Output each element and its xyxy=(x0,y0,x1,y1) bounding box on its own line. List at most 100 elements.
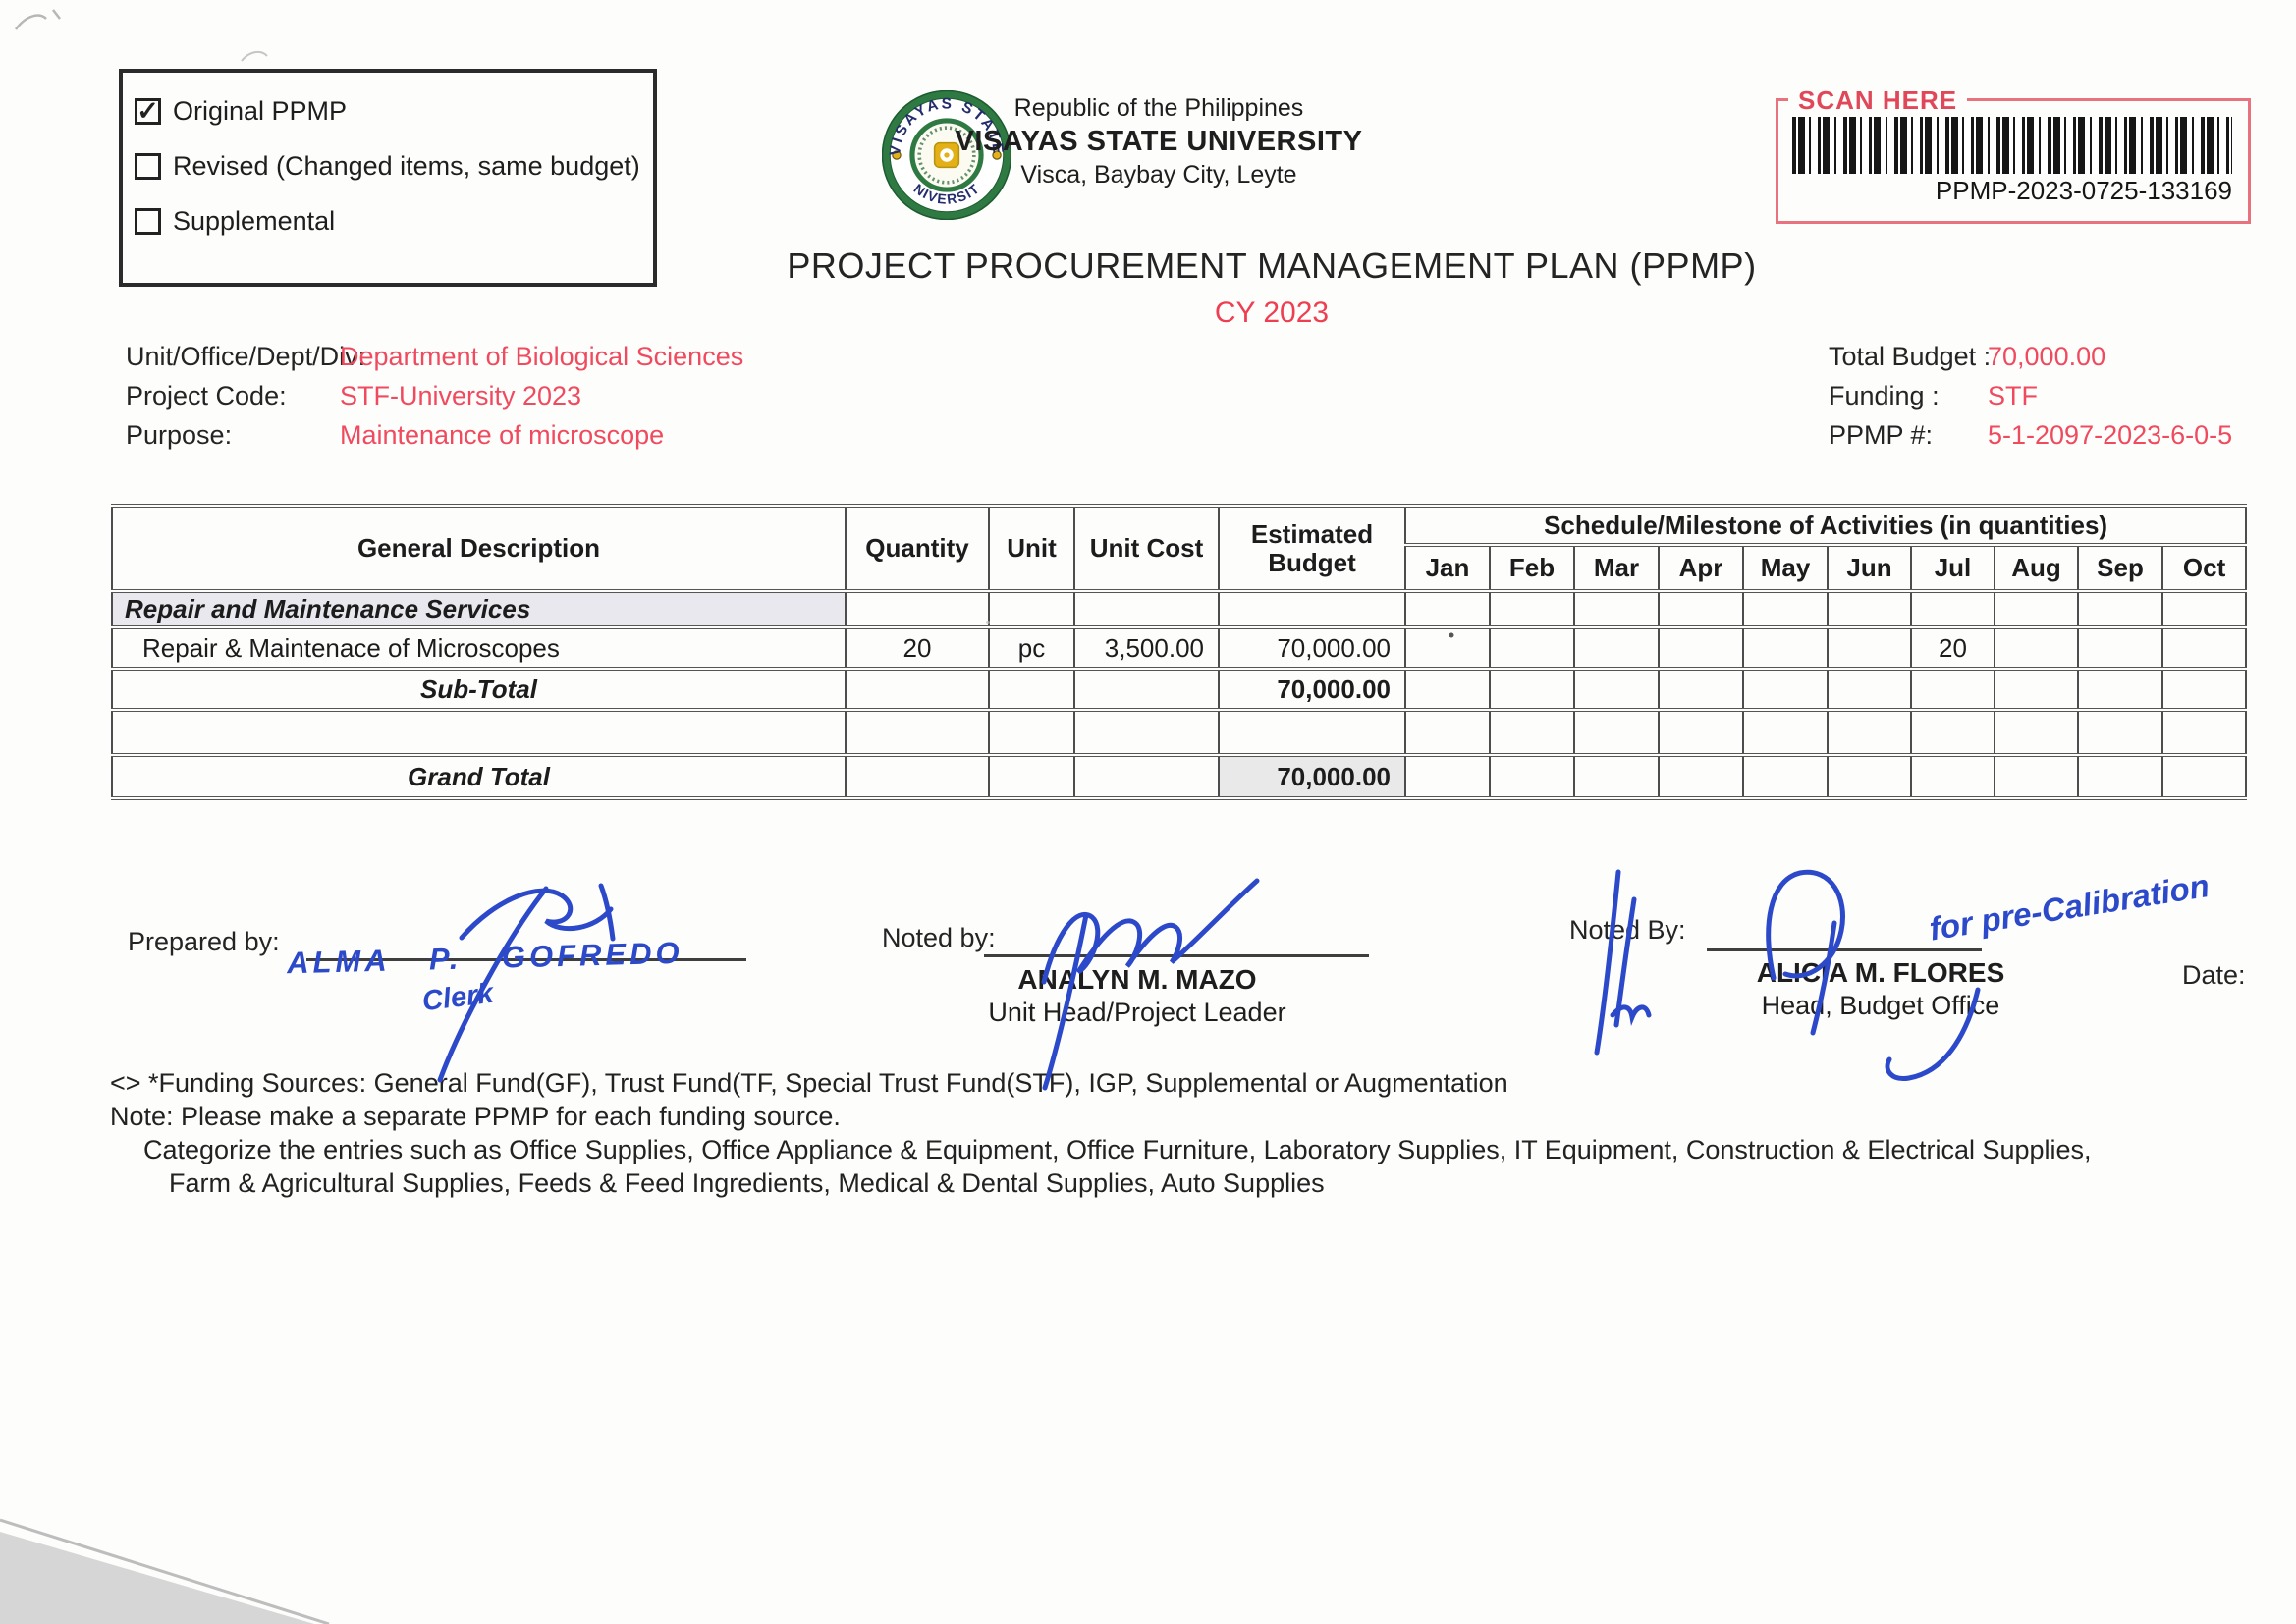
month-cell xyxy=(2160,708,2248,757)
month-cell xyxy=(2077,753,2163,800)
document-title: PROJECT PROCUREMENT MANAGEMENT PLAN (PPM… xyxy=(787,245,1757,286)
month-cell xyxy=(1573,708,1660,757)
empty-cell xyxy=(1218,589,1406,629)
grand-total-row: Grand Total 70,000.00 xyxy=(111,753,2248,800)
unit-office-row: Unit/Office/Dept/Div: Department of Biol… xyxy=(126,342,743,372)
month-header-may: May xyxy=(1742,543,1829,593)
month-cell xyxy=(1827,667,1912,712)
ppmp-number-value: 5-1-2097-2023-6-0-5 xyxy=(1988,420,2233,450)
month-cell-feb xyxy=(1489,625,1575,671)
budget-head-title: Head, Budget Office xyxy=(1761,991,2000,1020)
scan-here-label: SCAN HERE xyxy=(1788,85,1968,116)
ppmp-type-panel: ✓ Original PPMP Revised (Changed items, … xyxy=(119,69,657,287)
grand-total-amount: 70,000.00 xyxy=(1218,753,1406,800)
month-cell xyxy=(1994,708,2079,757)
col-header-general-description: General Description xyxy=(111,504,847,593)
month-cell xyxy=(1658,667,1744,712)
month-cell xyxy=(2160,667,2248,712)
empty-cell xyxy=(845,589,990,629)
item-estimated-budget: 70,000.00 xyxy=(1218,625,1406,671)
unit-office-value: Department of Biological Sciences xyxy=(340,342,744,371)
month-header-oct: Oct xyxy=(2160,543,2248,593)
ppmp-number-label: PPMP #: xyxy=(1829,420,1934,450)
item-row: Repair & Maintenace of Microscopes 20 pc… xyxy=(111,625,2248,671)
category-description: Repair and Maintenance Services xyxy=(111,589,847,629)
purpose-label: Purpose: xyxy=(126,420,233,450)
noted-by-budget-signature-line xyxy=(1707,948,1982,951)
budget-head-name: ALICIA M. FLORES xyxy=(1756,957,2005,988)
revised-ppmp-checkbox[interactable] xyxy=(135,152,161,180)
seal-right-ornament xyxy=(992,150,1002,160)
empty-cell xyxy=(1073,667,1220,712)
month-header-feb: Feb xyxy=(1489,543,1575,593)
total-budget-label: Total Budget : xyxy=(1829,342,1992,371)
barcode-image xyxy=(1792,117,2232,174)
empty-cell xyxy=(1073,753,1220,800)
subtotal-amount: 70,000.00 xyxy=(1218,667,1406,712)
month-cell xyxy=(2077,589,2163,629)
month-cell-jul: 20 xyxy=(1910,625,1995,671)
empty-cell xyxy=(111,708,847,757)
month-cell xyxy=(1489,753,1575,800)
noted-by-budget-label: Noted By: xyxy=(1569,915,1686,945)
month-cell xyxy=(1489,589,1575,629)
title-block: PROJECT PROCUREMENT MANAGEMENT PLAN (PPM… xyxy=(658,245,1886,330)
supplemental-checkbox[interactable] xyxy=(135,207,161,235)
month-cell xyxy=(1404,708,1491,757)
ppmp-type-row-revised: Revised (Changed items, same budget) xyxy=(135,149,640,183)
month-cell-jun xyxy=(1827,625,1912,671)
month-cell xyxy=(1910,753,1995,800)
month-cell xyxy=(2077,667,2163,712)
checkmark-icon: ✓ xyxy=(137,95,159,126)
empty-cell xyxy=(1073,708,1220,757)
procurement-table: General Description Quantity Unit Unit C… xyxy=(111,504,2248,800)
republic-line: Republic of the Philippines xyxy=(1013,94,1304,122)
empty-cell xyxy=(988,708,1075,757)
grand-total-label: Grand Total xyxy=(111,753,847,800)
month-cell-sep xyxy=(2077,625,2163,671)
month-cell xyxy=(1994,753,2079,800)
scan-box: SCAN HERE PPMP-2023-0725-133169 xyxy=(1776,85,2251,224)
month-header-sep: Sep xyxy=(2077,543,2163,593)
month-header-jul: Jul xyxy=(1910,543,1995,593)
month-header-jan: Jan xyxy=(1404,543,1491,593)
month-header-aug: Aug xyxy=(1994,543,2079,593)
empty-cell xyxy=(1073,589,1220,629)
funding-row: Funding : STF xyxy=(1829,381,2038,411)
purpose-value: Maintenance of microscope xyxy=(340,420,665,450)
empty-cell xyxy=(988,667,1075,712)
handwritten-name-alma: ALMA P. GOFREDO xyxy=(286,935,684,981)
separate-ppmp-note: Note: Please make a separate PPMP for ea… xyxy=(110,1102,841,1131)
revised-ppmp-label: Revised (Changed items, same budget) xyxy=(173,150,640,181)
subtotal-label: Sub-Total xyxy=(111,667,847,712)
categorize-note-line2: Farm & Agricultural Supplies, Feeds & Fe… xyxy=(169,1168,1325,1198)
empty-cell xyxy=(845,708,990,757)
month-cell xyxy=(2077,708,2163,757)
month-cell-oct xyxy=(2160,625,2248,671)
original-ppmp-checkbox[interactable]: ✓ xyxy=(135,95,161,126)
funding-value: STF xyxy=(1988,381,2038,410)
university-seal-logo: VISAYAS STATE UNIVERSITY xyxy=(882,90,1011,220)
month-cell xyxy=(1404,589,1491,629)
col-header-quantity: Quantity xyxy=(845,504,990,593)
month-cell xyxy=(2160,589,2248,629)
col-header-unit: Unit xyxy=(988,504,1075,593)
month-cell xyxy=(1573,589,1660,629)
month-header-mar: Mar xyxy=(1573,543,1660,593)
month-cell xyxy=(1910,667,1995,712)
empty-cell xyxy=(988,753,1075,800)
prepared-by-label: Prepared by: xyxy=(128,927,280,956)
total-budget-row: Total Budget : 70,000.00 xyxy=(1829,342,2105,372)
empty-cell xyxy=(845,667,990,712)
month-cell-mar xyxy=(1573,625,1660,671)
month-cell xyxy=(2160,753,2248,800)
item-quantity: 20 xyxy=(845,625,990,671)
item-unit-cost: 3,500.00 xyxy=(1073,625,1220,671)
seal-left-ornament xyxy=(892,150,902,160)
month-cell xyxy=(1404,667,1491,712)
university-address: Visca, Baybay City, Leyte xyxy=(1020,161,1297,189)
university-name: VISAYAS STATE UNIVERSITY xyxy=(955,126,1363,157)
month-cell-apr xyxy=(1658,625,1744,671)
month-cell xyxy=(1742,589,1829,629)
ppmp-type-row-supplemental: Supplemental xyxy=(135,204,335,238)
